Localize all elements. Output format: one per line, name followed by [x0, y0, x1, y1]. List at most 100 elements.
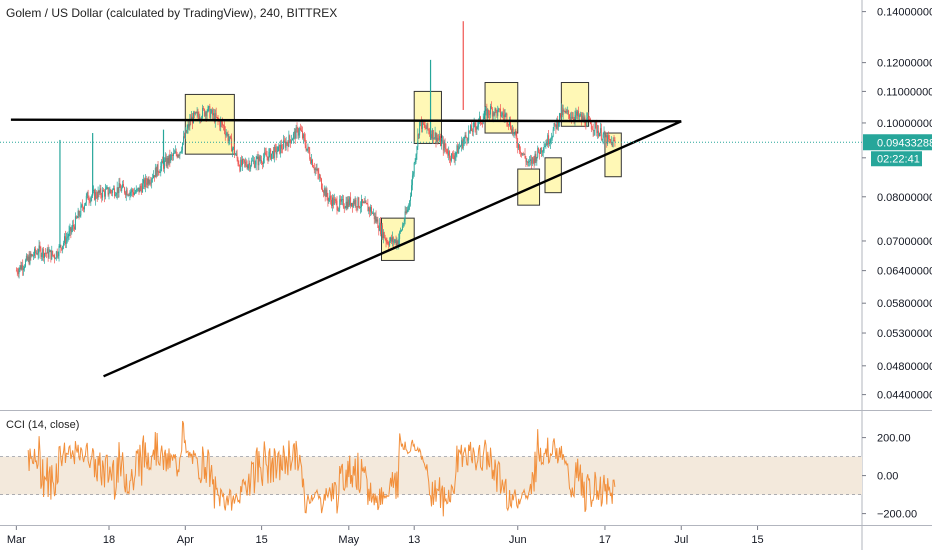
candle-body-553	[518, 144, 520, 149]
candle-body-591	[552, 129, 554, 137]
candle-body-12	[26, 255, 28, 261]
price-tick-label-6: 0.07000000	[877, 236, 932, 248]
candle-body-355	[338, 208, 340, 211]
candle-body-183	[182, 142, 184, 151]
candle-body-248	[241, 159, 243, 166]
candle-body-659	[614, 140, 616, 143]
candle-body-438	[413, 162, 415, 174]
candle-body-124	[128, 194, 130, 196]
candle-body-100	[106, 187, 108, 189]
candle-body-16	[30, 253, 32, 257]
candle-body-364	[346, 201, 348, 209]
candle-body-173	[173, 153, 174, 156]
candle-body-414	[391, 237, 393, 242]
candle-body-57	[67, 236, 69, 238]
candle-body-649	[605, 135, 607, 138]
candle-body-29	[42, 249, 44, 255]
candle-body-161	[162, 160, 164, 164]
candle-body-466	[439, 136, 441, 140]
candle-body-94	[101, 195, 103, 198]
candle-body-386	[366, 203, 368, 205]
candle-body-229	[223, 125, 225, 131]
candle-body-549	[514, 131, 516, 133]
candle-body-460	[433, 137, 435, 140]
candle-body-1	[16, 270, 18, 273]
candle-body-82	[90, 197, 92, 202]
candle-body-233	[227, 133, 229, 141]
candle-body-154	[155, 167, 157, 177]
candle-body-475	[447, 153, 449, 156]
candle-body-107	[113, 188, 114, 190]
candle-body-126	[130, 191, 132, 193]
candle-body-98	[104, 189, 106, 197]
price-tick-label-9: 0.05300000	[877, 328, 932, 340]
candle-body-410	[388, 244, 390, 246]
candle-body-334	[319, 177, 321, 178]
candle-body-197	[194, 112, 196, 115]
candle-body-27	[40, 248, 42, 257]
candle-body-602	[562, 110, 564, 116]
time-tick-label-9: 15	[751, 534, 763, 546]
candle-body-307	[294, 131, 296, 139]
candle-body-482	[453, 157, 455, 160]
candle-body-393	[372, 212, 374, 214]
candle-body-463	[436, 137, 438, 142]
candle-body-86	[94, 190, 95, 200]
candle-body-513	[481, 123, 483, 125]
candle-body-485	[456, 145, 458, 153]
candle-body-512	[480, 123, 482, 125]
candle-body-522	[490, 106, 491, 115]
candle-body-249	[242, 159, 243, 166]
candle-body-452	[426, 123, 428, 129]
candle-body-238	[232, 148, 233, 152]
candle-body-647	[603, 131, 605, 135]
candle-body-259	[251, 160, 253, 166]
candle-body-641	[598, 130, 600, 137]
candle-body-484	[455, 152, 457, 156]
price-tick-label-11: 0.04400000	[877, 390, 932, 402]
candle-body-263	[254, 164, 256, 168]
highlight-box-4	[484, 82, 519, 134]
candle-body-535	[501, 112, 503, 116]
candle-body-505	[474, 123, 476, 127]
candle-body-341	[325, 189, 327, 197]
candle-body-215	[211, 109, 213, 113]
candle-body-338	[322, 191, 324, 193]
candle-body-377	[358, 197, 360, 207]
candle-body-492	[462, 141, 464, 149]
candle-body-347	[331, 199, 332, 206]
candle-body-15	[29, 253, 31, 264]
candle-body-89	[96, 197, 98, 199]
candle-body-640	[597, 130, 599, 134]
candle-body-372	[353, 200, 355, 204]
candle-body-335	[320, 177, 322, 179]
candle-body-358	[341, 199, 342, 202]
candle-body-620	[579, 115, 580, 117]
candle-body-317	[303, 134, 305, 139]
candle-body-64	[74, 226, 75, 230]
candle-body-38	[50, 250, 52, 260]
candle-body-164	[164, 157, 166, 161]
candle-body-584	[546, 143, 548, 145]
candle-body-562	[526, 161, 528, 163]
candle-body-521	[489, 114, 491, 115]
candle-body-242	[235, 153, 237, 155]
time-tick-label-0: Mar	[7, 534, 26, 546]
candle-body-489	[460, 145, 461, 147]
cci-tick-label-2: −200.00	[877, 509, 917, 521]
candle-body-294	[282, 140, 284, 149]
candle-body-296	[284, 141, 286, 148]
candle-body-106	[112, 189, 114, 193]
candle-body-119	[123, 187, 125, 193]
candle-body-394	[373, 212, 375, 220]
candle-body-369	[351, 202, 352, 206]
candle-body-609	[569, 114, 570, 119]
candle-body-599	[559, 113, 561, 118]
candle-body-379	[360, 206, 362, 208]
candle-body-60	[70, 227, 72, 233]
candle-body-473	[445, 147, 447, 150]
candle-body-303	[291, 140, 293, 143]
candle-body-581	[543, 147, 545, 152]
candle-body-111	[116, 187, 118, 195]
